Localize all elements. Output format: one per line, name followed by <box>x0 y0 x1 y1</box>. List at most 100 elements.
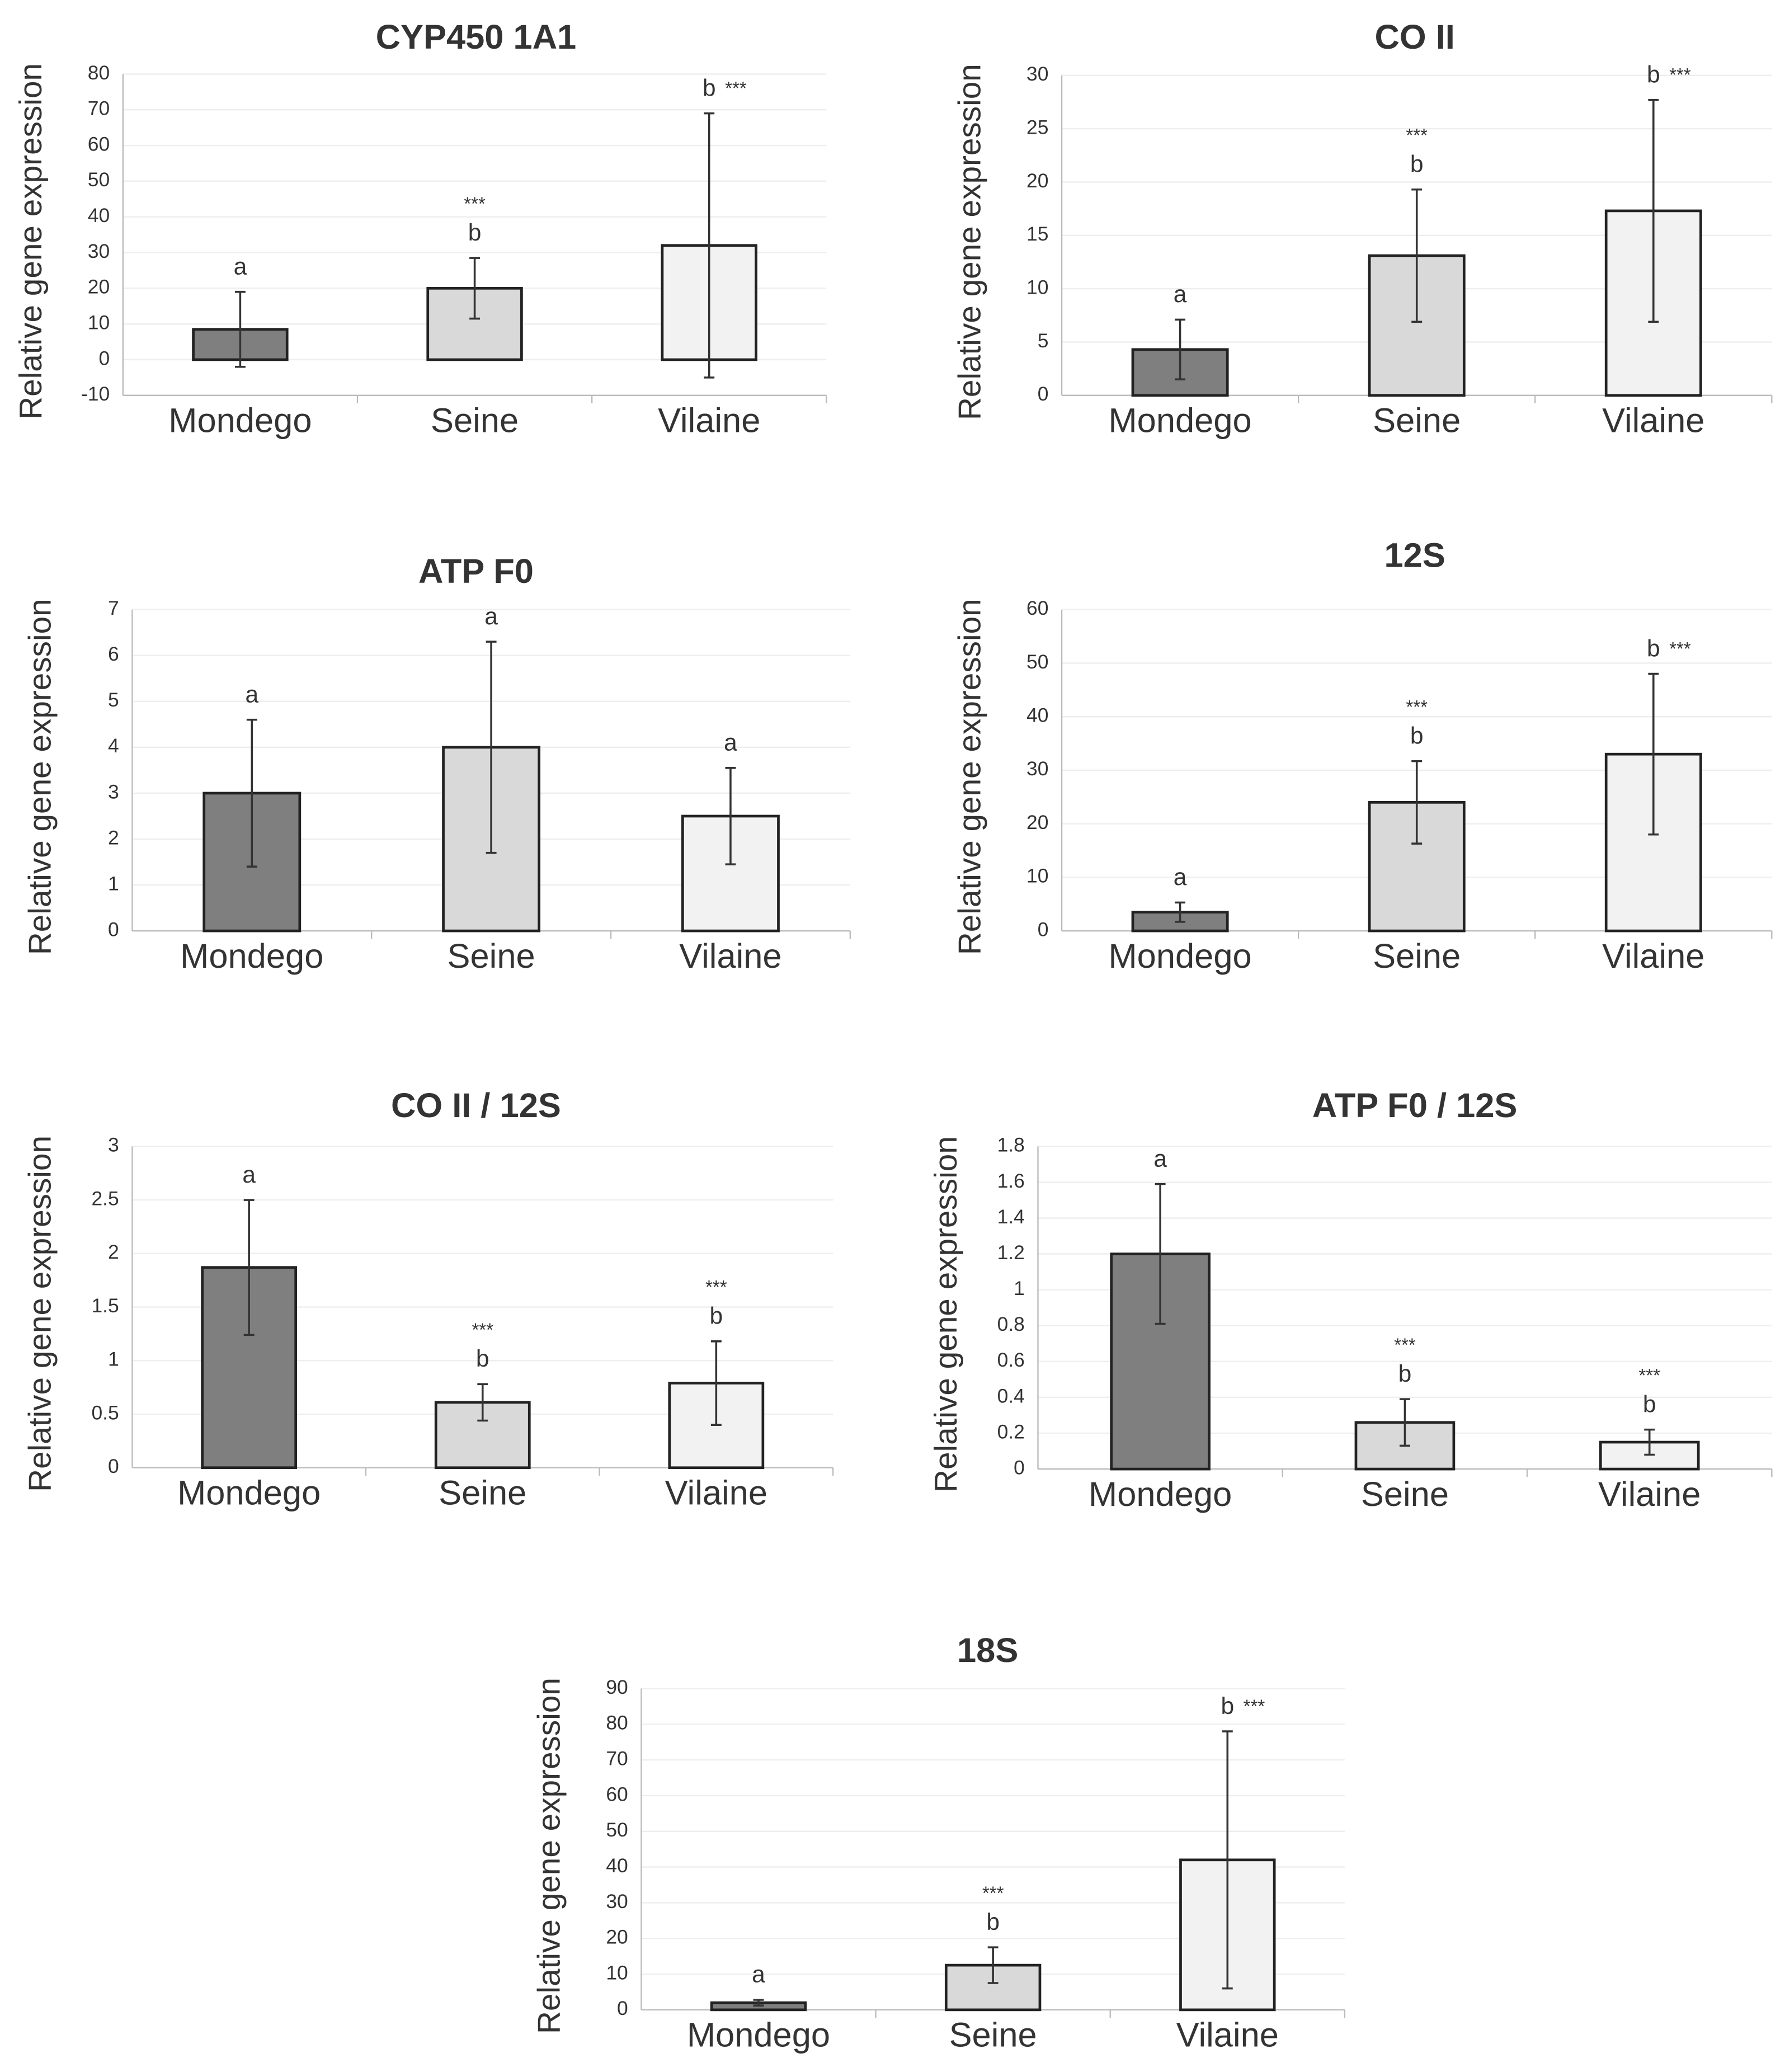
significance-letter: b <box>1647 61 1660 88</box>
y-tick-label: 60 <box>88 133 110 155</box>
y-tick-label: 30 <box>606 1890 628 1913</box>
y-axis-label: Relative gene expression <box>952 599 987 955</box>
significance-letter: b <box>1221 1693 1234 1720</box>
bar <box>681 814 780 933</box>
chart-title: CYP450 1A1 <box>376 18 577 56</box>
x-tick-label: Vilaine <box>665 1474 767 1513</box>
x-tick-label: Seine <box>448 937 535 976</box>
y-tick-label: 1.4 <box>997 1205 1025 1228</box>
significance-stars: *** <box>1406 697 1428 718</box>
x-tick-label: Vilaine <box>1598 1475 1701 1514</box>
y-tick-label: 0 <box>1038 918 1049 940</box>
x-tick-label: Seine <box>1373 402 1461 440</box>
significance-letter: b <box>1643 1391 1656 1418</box>
y-tick-label: 1.5 <box>91 1294 119 1317</box>
y-tick-label: 40 <box>1026 704 1048 727</box>
y-tick-label: 1.6 <box>997 1170 1025 1192</box>
significance-letter: a <box>484 603 498 630</box>
y-tick-label: 0.8 <box>997 1313 1025 1335</box>
x-tick-label: Seine <box>949 2016 1037 2055</box>
y-tick-label: 0 <box>108 1455 119 1477</box>
y-tick-label: 80 <box>88 62 110 84</box>
y-tick-label: 0 <box>1038 383 1049 405</box>
y-tick-label: 0 <box>98 347 110 369</box>
significance-letter: b <box>1647 635 1660 662</box>
x-tick-label: Seine <box>1361 1475 1449 1514</box>
y-tick-label: 1 <box>1014 1277 1025 1299</box>
y-tick-label: 15 <box>1026 223 1048 245</box>
significance-letter: a <box>1153 1145 1167 1172</box>
y-tick-label: 10 <box>1026 276 1048 298</box>
significance-letter: b <box>1398 1360 1412 1387</box>
y-tick-label: 1.8 <box>997 1134 1025 1156</box>
chart-title: CO II / 12S <box>391 1086 561 1125</box>
y-tick-label: 0 <box>1014 1456 1025 1478</box>
y-tick-label: 60 <box>606 1783 628 1805</box>
x-tick-label: Mondego <box>168 402 312 440</box>
chart-title: 18S <box>957 1631 1018 1670</box>
y-tick-label: 0 <box>617 1997 628 2019</box>
y-tick-label: 5 <box>1038 329 1049 352</box>
significance-stars: *** <box>1638 1365 1660 1386</box>
significance-letter: b <box>1410 722 1424 749</box>
significance-stars: *** <box>982 1883 1004 1904</box>
chart-title: ATP F0 <box>418 552 534 591</box>
y-tick-label: 60 <box>1026 597 1048 619</box>
y-tick-label: 25 <box>1026 116 1048 138</box>
significance-letter: b <box>468 219 482 246</box>
y-axis-label: Relative gene expression <box>13 63 49 420</box>
y-tick-label: 1 <box>108 872 119 894</box>
significance-stars: *** <box>725 78 747 99</box>
y-tick-label: 70 <box>88 97 110 120</box>
y-tick-label: 50 <box>88 168 110 191</box>
chart-title: 12S <box>1384 536 1445 575</box>
y-axis-label: Relative gene expression <box>532 1678 567 2034</box>
y-axis-label: Relative gene expression <box>23 599 58 955</box>
y-tick-label: 0.2 <box>997 1420 1025 1443</box>
y-tick-label: 2.5 <box>91 1187 119 1209</box>
significance-letter: a <box>245 681 258 708</box>
y-tick-label: 6 <box>108 643 119 665</box>
y-tick-label: 20 <box>88 276 110 298</box>
x-tick-label: Mondego <box>180 937 323 976</box>
significance-letter: b <box>710 1303 723 1330</box>
significance-letter: a <box>752 1961 765 1988</box>
y-tick-label: 7 <box>108 597 119 619</box>
significance-letter: a <box>1174 281 1187 308</box>
x-tick-label: Mondego <box>1109 937 1252 976</box>
y-tick-label: 4 <box>108 734 119 757</box>
y-tick-label: 0.4 <box>997 1385 1025 1407</box>
x-tick-label: Mondego <box>1109 402 1252 440</box>
significance-letter: a <box>242 1161 256 1188</box>
y-tick-label: 10 <box>88 312 110 334</box>
significance-stars: *** <box>1669 65 1691 86</box>
y-axis-label: Relative gene expression <box>929 1136 964 1492</box>
y-tick-label: 2 <box>108 826 119 849</box>
significance-letter: a <box>724 729 737 756</box>
significance-stars: *** <box>1406 125 1428 146</box>
y-tick-label: 3 <box>108 1134 119 1156</box>
x-tick-label: Vilaine <box>1602 937 1704 976</box>
y-tick-label: 30 <box>88 240 110 262</box>
y-tick-label: 10 <box>1026 865 1048 887</box>
significance-letter: a <box>234 253 247 280</box>
y-tick-label: 80 <box>606 1712 628 1734</box>
significance-stars: *** <box>705 1277 727 1298</box>
y-tick-label: 2 <box>108 1241 119 1263</box>
y-tick-label: 0.6 <box>997 1349 1025 1371</box>
significance-stars: *** <box>464 194 486 214</box>
x-tick-label: Mondego <box>1089 1475 1232 1514</box>
y-tick-label: 40 <box>606 1854 628 1877</box>
chart-title: ATP F0 / 12S <box>1312 1086 1517 1125</box>
significance-stars: *** <box>1244 1696 1265 1717</box>
y-tick-label: 1.2 <box>997 1241 1025 1264</box>
y-axis-label: Relative gene expression <box>952 64 987 420</box>
x-tick-label: Vilaine <box>1602 402 1704 440</box>
y-tick-label: 30 <box>1026 63 1048 85</box>
y-tick-label: 10 <box>606 1961 628 1984</box>
significance-letter: b <box>1410 150 1424 177</box>
x-tick-label: Seine <box>439 1474 526 1513</box>
significance-stars: *** <box>1394 1335 1416 1355</box>
y-tick-label: 20 <box>1026 811 1048 833</box>
